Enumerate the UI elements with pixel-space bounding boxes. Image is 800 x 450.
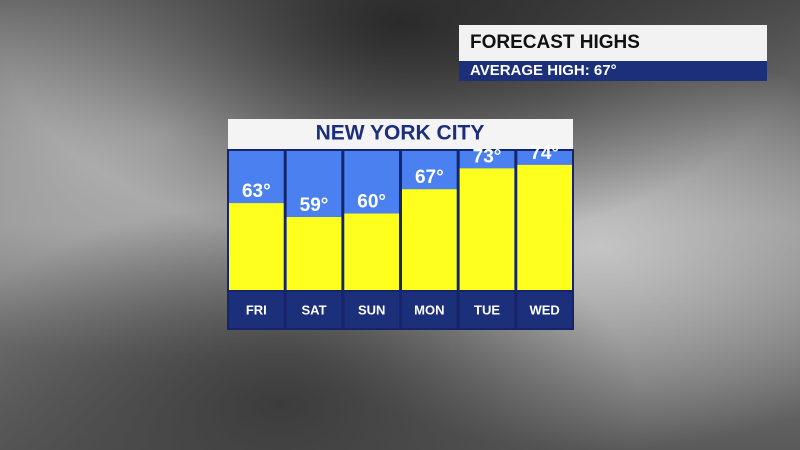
value-label: 59° xyxy=(300,195,329,216)
x-tick-label: SAT xyxy=(301,302,326,317)
bar xyxy=(286,217,342,290)
x-tick-label: TUE xyxy=(474,302,500,317)
day-label-box xyxy=(402,292,457,328)
bar xyxy=(344,213,399,290)
day-label-box xyxy=(459,292,515,328)
value-label: 74° xyxy=(530,143,559,164)
header-subtitle: AVERAGE HIGH: 67° xyxy=(470,62,617,79)
value-label: 67° xyxy=(415,167,444,188)
day-label-box xyxy=(517,292,572,328)
chart-title: NEW YORK CITY xyxy=(316,122,485,145)
header-title: FORECAST HIGHS xyxy=(470,32,640,53)
chart-frame xyxy=(227,149,574,330)
x-tick-label: MON xyxy=(414,302,444,317)
x-tick-label: FRI xyxy=(246,302,267,317)
subheader-box xyxy=(459,61,767,81)
bars: 63° FRI 59° SAT 60° SUN 67° MON 73° TUE 74° WED xyxy=(229,143,572,328)
bar xyxy=(402,189,457,290)
value-label: 63° xyxy=(242,181,271,202)
day-label-box xyxy=(344,292,399,328)
bar xyxy=(517,164,572,290)
value-label: 73° xyxy=(473,146,502,167)
day-label-box xyxy=(286,292,342,328)
day-label-box xyxy=(229,292,284,328)
bar xyxy=(459,168,515,290)
x-tick-label: WED xyxy=(529,302,559,317)
chart-title-box xyxy=(228,119,573,149)
header-box xyxy=(459,25,767,61)
x-tick-label: SUN xyxy=(358,302,385,317)
bar xyxy=(229,203,284,290)
value-label: 60° xyxy=(357,192,386,213)
